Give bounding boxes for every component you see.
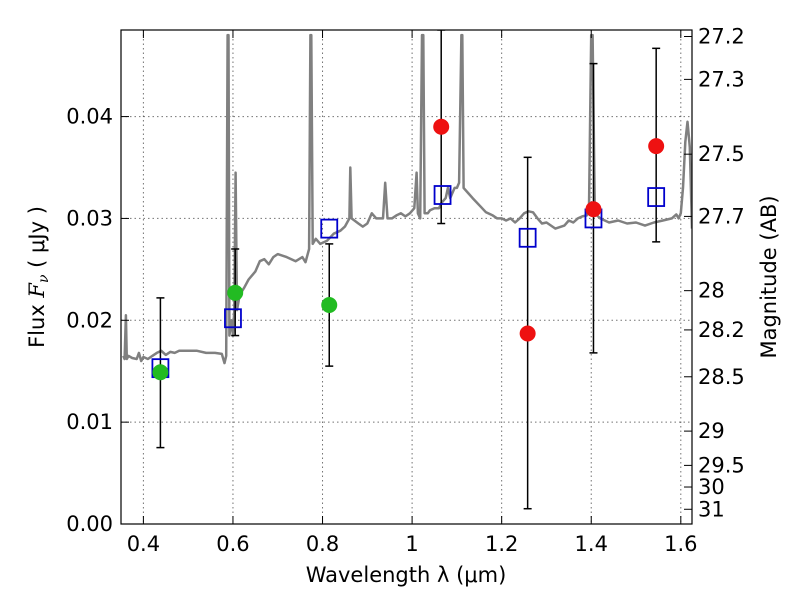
- y2-axis-label: Magnitude (AB): [757, 195, 781, 358]
- x-tick-label: 0.6: [216, 532, 249, 556]
- red-data-point: [433, 118, 450, 135]
- plot-frame: [120, 29, 693, 525]
- x-tick-label: 0.4: [127, 532, 160, 556]
- y2-tick-label: 30: [698, 475, 725, 499]
- red-data-point: [648, 138, 665, 155]
- x-tick-label: 1.2: [485, 532, 518, 556]
- model-square-point: [433, 185, 452, 205]
- y-tick-label: 0.04: [66, 105, 113, 129]
- axes: 0.4 0.6 0.8 1 1.2 1.4 1.6 0.00 0.01 0.02 0.03 0.04 2…: [66, 24, 745, 556]
- y2-tick-label: 28: [698, 279, 725, 303]
- y2-tick-label: 29.5: [698, 453, 745, 477]
- y-tick-label: 0.01: [66, 410, 113, 434]
- y-tick-label: 0.00: [66, 512, 113, 536]
- x-axis-label: Wavelength λ (μm): [306, 563, 507, 587]
- green-data-point: [227, 284, 244, 301]
- model-square-point: [320, 218, 339, 239]
- y2-tick-label: 27.3: [698, 67, 745, 91]
- red-data-point: [519, 325, 536, 342]
- y-axis-label: Flux Fν ( μJy ): [25, 206, 52, 348]
- x-tick-label: 1.4: [575, 532, 608, 556]
- x-tick-label: 0.8: [306, 532, 339, 556]
- y2-tick-label: 27.5: [698, 142, 745, 166]
- model-square-point: [224, 308, 242, 329]
- y2-tick-label: 27.2: [698, 24, 745, 48]
- spectrum-line: [122, 33, 692, 365]
- y2-tick-label: 27.7: [698, 204, 745, 228]
- x-tick-label: 1.6: [664, 532, 697, 556]
- y2-tick-label: 28.2: [698, 318, 745, 342]
- green-data-point: [321, 297, 338, 314]
- green-data-point: [152, 364, 169, 381]
- y-tick-label: 0.03: [66, 206, 113, 230]
- y2-tick-label: 28.5: [698, 365, 745, 389]
- plot-data: [122, 30, 692, 510]
- y2-tick-label: 29: [698, 419, 725, 443]
- model-square-point: [518, 227, 537, 248]
- red-data-point: [585, 201, 602, 218]
- y2-tick-label: 31: [698, 497, 725, 521]
- grid: [121, 30, 692, 525]
- x-tick-label: 1: [405, 532, 418, 556]
- model-square-point: [647, 187, 666, 207]
- y-tick-label: 0.02: [66, 308, 113, 332]
